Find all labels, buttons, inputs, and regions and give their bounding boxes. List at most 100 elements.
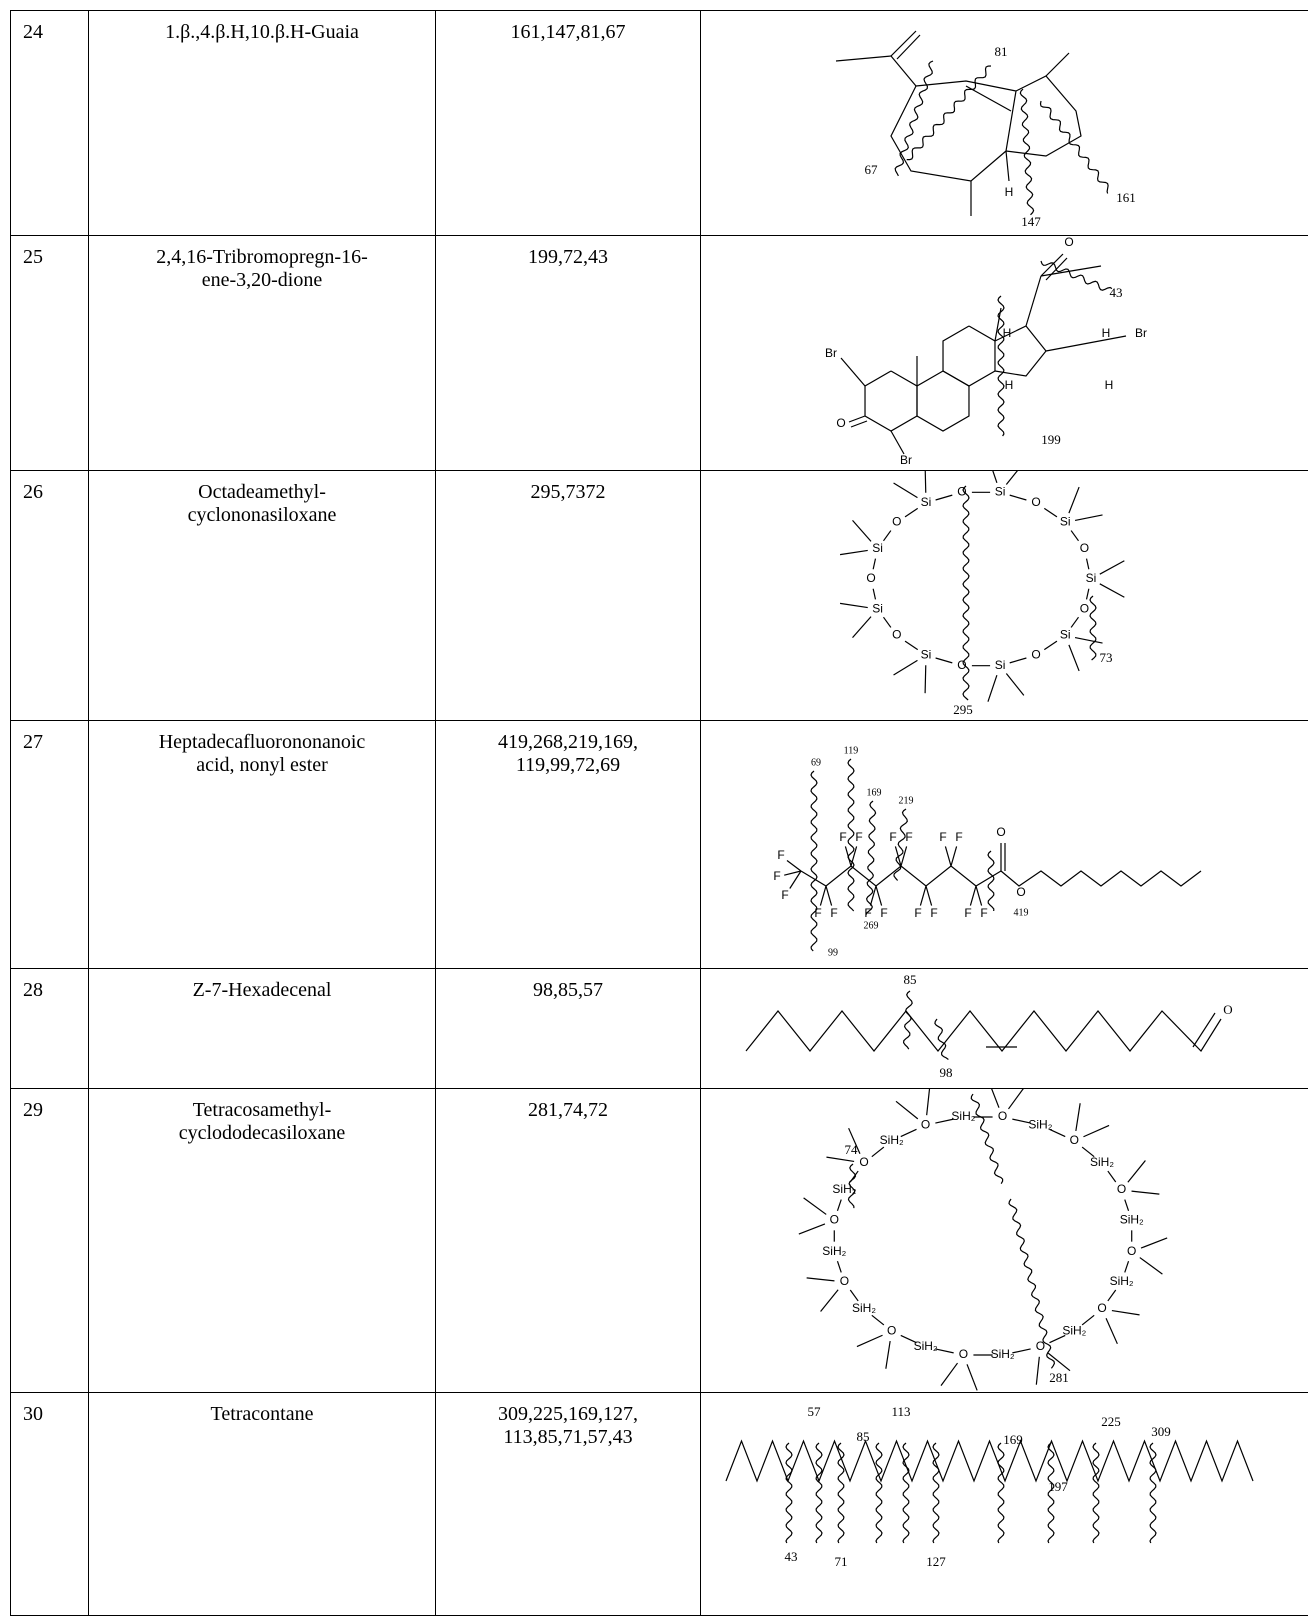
bond: [1107, 1289, 1117, 1302]
bond: [850, 420, 868, 428]
cleavage-mark: [1008, 1198, 1056, 1369]
compound-name: Tetracosamethyl-cyclododecasiloxane: [88, 1088, 435, 1392]
bond: [1127, 1160, 1146, 1183]
atom-label: 74: [845, 1142, 859, 1157]
bond: [1085, 558, 1090, 570]
atom-label: O: [840, 1274, 849, 1288]
row-number: 25: [10, 235, 88, 470]
bond: [745, 1010, 1222, 1052]
atom-label: SiH₂: [914, 1339, 938, 1353]
atom-label: 98: [940, 1065, 953, 1080]
atom-label: F: [839, 830, 846, 844]
cleavage-mark: [962, 485, 970, 701]
bond: [871, 1314, 885, 1326]
structure-drawing: 85 98 O: [745, 972, 1233, 1080]
bond: [1040, 265, 1102, 277]
text-line: 309,225,169,127,: [498, 1403, 638, 1425]
bond: [836, 1260, 842, 1273]
atom-label: SiH₂: [880, 1133, 904, 1147]
bond: [926, 1089, 931, 1116]
bond: [869, 885, 877, 906]
atom-label: SiH₂: [1028, 1117, 1052, 1131]
bond: [900, 1128, 917, 1138]
bond: [975, 885, 983, 906]
structure-drawing: 43 Br Br O O H H H H 199 Br: [825, 236, 1147, 467]
atom-label: F: [880, 906, 887, 920]
atom-label: SiH₂: [852, 1301, 876, 1315]
cleavage-mark: [906, 65, 992, 161]
bond: [1012, 1348, 1031, 1354]
atom-label: 85: [904, 972, 917, 987]
atom-label: 119: [844, 745, 859, 756]
bond: [1005, 673, 1025, 696]
bond: [1075, 1103, 1081, 1132]
text-line: Heptadecafluorononanoic: [158, 731, 366, 753]
atom-label: F: [939, 830, 946, 844]
text-line: 119,99,72,69: [515, 754, 621, 776]
bond: [848, 1127, 861, 1155]
atom-label: F: [773, 869, 780, 883]
bond: [875, 885, 883, 906]
cleavage-mark: [997, 1442, 1005, 1544]
bond: [800, 865, 1002, 887]
text-line: 24: [23, 21, 43, 43]
text-line: 29: [23, 1099, 43, 1121]
bond: [904, 507, 919, 518]
bond: [835, 55, 892, 62]
row-number: 24: [10, 10, 88, 235]
cleavage-mark: [810, 770, 818, 952]
bond: [1124, 1199, 1130, 1212]
bond: [1131, 1190, 1160, 1195]
bond: [1047, 1352, 1071, 1372]
atom-label: O: [1127, 1244, 1136, 1258]
bond: [1074, 514, 1103, 522]
atom-label: 295: [953, 702, 973, 717]
atom-label: 219: [899, 795, 914, 806]
cleavage-mark: [847, 1163, 857, 1209]
bond: [806, 1277, 835, 1282]
bond: [893, 659, 918, 676]
bond: [798, 1223, 826, 1235]
atom-label: F: [914, 906, 921, 920]
atom-label: Br: [900, 453, 912, 467]
cleavage-mark: [902, 1442, 910, 1544]
bond: [916, 370, 970, 432]
structure-drawing: 57 85 113 169 225 309 43 71 127 197: [725, 1404, 1254, 1569]
cleavage-mark: [1040, 260, 1113, 291]
bond: [725, 1439, 1254, 1483]
structure: 81 67 H 147 161: [700, 10, 1308, 235]
structure: 57 85 113 169 225 309 43 71 127 197: [700, 1392, 1308, 1616]
atom-label: O: [866, 571, 875, 585]
atom-label: 57: [808, 1404, 822, 1419]
compound-name: 1.β.,4.β.H,10.β.H-Guaia: [88, 10, 435, 235]
bond: [994, 307, 1002, 342]
atom-label: O: [1064, 236, 1073, 249]
bond: [1070, 616, 1080, 628]
fragments: 281,74,72: [435, 1088, 700, 1392]
bond: [1000, 870, 1202, 887]
bond: [1081, 1146, 1095, 1158]
bond: [904, 640, 919, 651]
atom-label: 169: [1003, 1432, 1023, 1447]
fragments: 199,72,43: [435, 235, 700, 470]
bond: [890, 80, 1017, 182]
row-number: 27: [10, 720, 88, 968]
atom-label: 69: [811, 757, 821, 768]
bond: [1068, 486, 1080, 514]
fragments: 309,225,169,127, 113,85,71,57,43: [435, 1392, 700, 1616]
cleavage-mark: [1039, 100, 1109, 194]
text-line: Z-7-Hexadecenal: [192, 979, 332, 1001]
atom-label: 85: [857, 1429, 870, 1444]
compound-name: Heptadecafluorononanoic acid, nonyl ester: [88, 720, 435, 968]
atom-label: 169: [867, 787, 882, 798]
cleavage-mark: [1019, 88, 1035, 216]
text-line: 161,147,81,67: [510, 21, 626, 43]
text-line: acid, nonyl ester: [196, 754, 328, 776]
bond: [1070, 530, 1080, 542]
cleavage-mark: [970, 1093, 1004, 1184]
cleavage-mark: [893, 808, 908, 881]
bond: [1025, 275, 1042, 327]
bond: [890, 430, 905, 455]
text-line: Tetracosamethyl-: [192, 1099, 332, 1121]
